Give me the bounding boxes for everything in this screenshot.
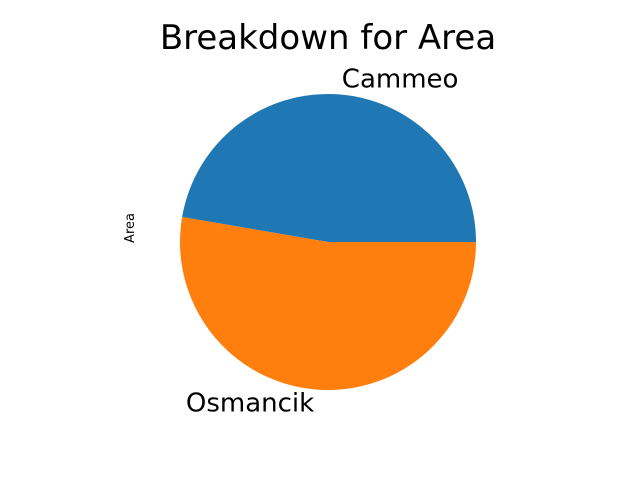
y-axis-label: Area — [123, 213, 138, 243]
pie-slice-osmancik — [180, 217, 476, 390]
chart-title: Breakdown for Area — [160, 18, 496, 58]
pie-slices — [180, 93, 477, 390]
slice-label-cammeo: Cammeo — [342, 64, 459, 94]
pie-labels: Cammeo Osmancik — [186, 64, 459, 418]
slice-label-osmancik: Osmancik — [186, 389, 314, 419]
pie-slice-cammeo — [182, 93, 477, 242]
